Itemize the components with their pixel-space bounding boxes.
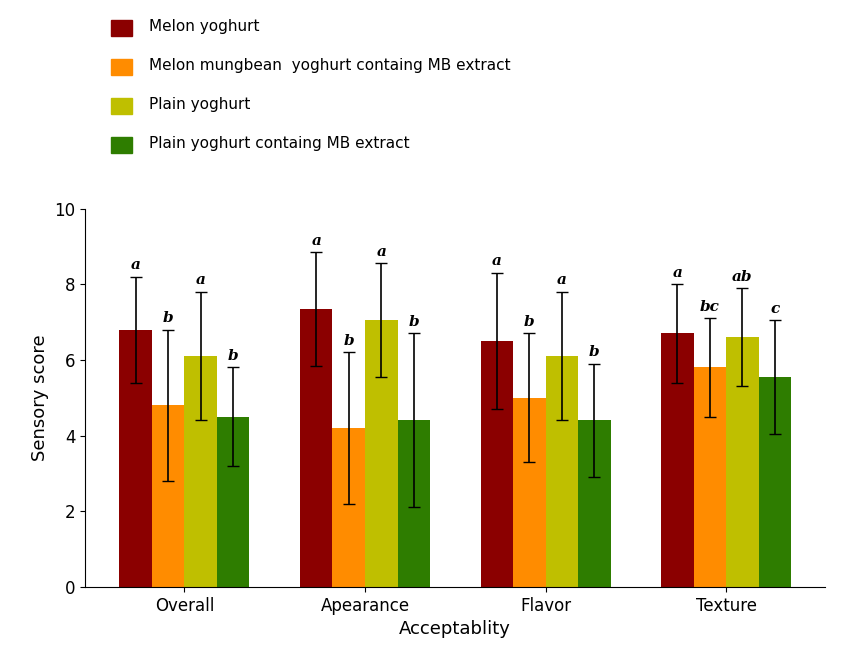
Bar bbox=[333, 428, 365, 587]
Bar bbox=[578, 421, 610, 587]
Bar bbox=[545, 356, 578, 587]
Bar bbox=[185, 356, 217, 587]
Bar bbox=[513, 398, 545, 587]
Text: a: a bbox=[672, 266, 683, 280]
Bar bbox=[217, 417, 249, 587]
Text: a: a bbox=[557, 273, 567, 288]
Text: b: b bbox=[408, 315, 419, 329]
Text: a: a bbox=[311, 233, 321, 248]
Bar bbox=[661, 333, 694, 587]
Text: Plain yoghurt: Plain yoghurt bbox=[149, 96, 250, 112]
Text: ab: ab bbox=[732, 269, 752, 284]
Text: a: a bbox=[492, 254, 502, 269]
Text: a: a bbox=[376, 245, 386, 259]
Bar bbox=[365, 320, 397, 587]
Bar bbox=[481, 341, 513, 587]
Text: a: a bbox=[131, 258, 140, 272]
Text: b: b bbox=[163, 311, 174, 325]
Text: bc: bc bbox=[700, 300, 720, 314]
Text: a: a bbox=[196, 273, 206, 288]
X-axis label: Acceptablity: Acceptablity bbox=[399, 620, 511, 638]
Bar bbox=[152, 406, 185, 587]
Bar bbox=[300, 309, 333, 587]
Text: b: b bbox=[228, 349, 238, 363]
Bar bbox=[119, 330, 152, 587]
Text: b: b bbox=[344, 334, 354, 348]
Bar bbox=[694, 368, 726, 587]
Y-axis label: Sensory score: Sensory score bbox=[31, 334, 49, 461]
Text: Melon yoghurt: Melon yoghurt bbox=[149, 18, 260, 34]
Text: Melon mungbean  yoghurt containg MB extract: Melon mungbean yoghurt containg MB extra… bbox=[149, 57, 511, 73]
Bar bbox=[397, 421, 430, 587]
Text: c: c bbox=[770, 302, 780, 316]
Text: b: b bbox=[589, 345, 600, 359]
Bar bbox=[758, 377, 791, 587]
Text: Plain yoghurt containg MB extract: Plain yoghurt containg MB extract bbox=[149, 136, 409, 151]
Bar bbox=[726, 337, 758, 587]
Text: b: b bbox=[524, 315, 534, 329]
